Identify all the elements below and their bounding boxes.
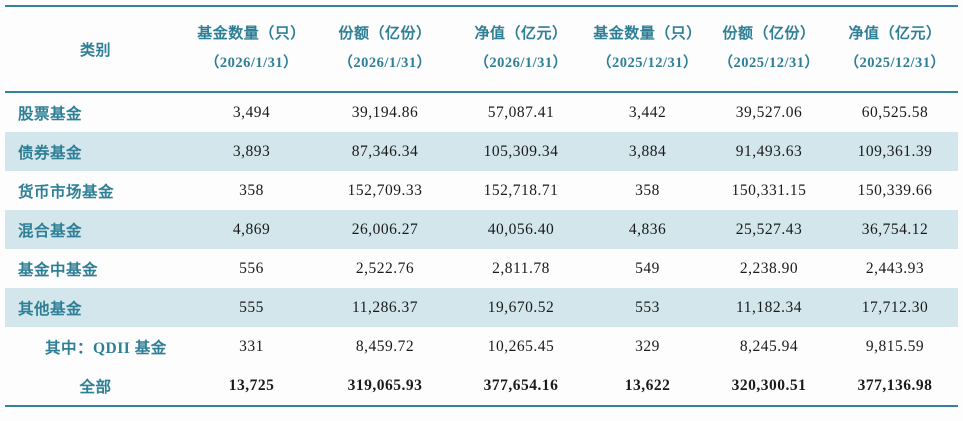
row-money-market-funds: 货币市场基金 358 152,709.33 152,718.71 358 150… — [5, 171, 958, 210]
row-hybrid-funds: 混合基金 4,869 26,006.27 40,056.40 4,836 25,… — [5, 210, 958, 249]
value-cell: 150,339.66 — [857, 181, 933, 199]
value-cell: 10,265.45 — [487, 337, 555, 355]
header-label: 净值（亿元） — [848, 25, 942, 42]
value-cell: 3,884 — [589, 132, 706, 171]
value-cell: 36,754.12 — [832, 210, 958, 249]
fund-statistics-table-wrap: 类别 基金数量（只） （2026/1/31） 份额（亿份） （2026/1/31… — [5, 5, 958, 407]
value-cell: 2,238.90 — [739, 259, 799, 277]
header-category-label: 类别 — [79, 42, 111, 59]
table-header: 类别 基金数量（只） （2026/1/31） 份额（亿份） （2026/1/31… — [5, 6, 958, 93]
header-date: （2025/12/31） — [844, 55, 946, 72]
value-cell: 26,006.27 — [317, 210, 453, 249]
value-cell: 152,709.33 — [347, 181, 423, 199]
value-cell: 8,245.94 — [739, 337, 799, 355]
value-cell: 109,361.39 — [832, 132, 958, 171]
header-nav-2026: 净值（亿元） （2026/1/31） — [453, 6, 589, 93]
header-label: 净值（亿元） — [474, 25, 568, 42]
value-cell: 91,493.63 — [706, 132, 832, 171]
value-cell: 150,331.15 — [731, 181, 807, 199]
value-cell: 3,494 — [232, 103, 271, 121]
value-cell: 3,893 — [186, 132, 317, 171]
value-cell: 377,136.98 — [857, 376, 933, 394]
value-cell: 9,815.59 — [865, 337, 925, 355]
value-cell: 39,194.86 — [351, 103, 419, 121]
header-date: （2025/12/31） — [596, 55, 699, 72]
category-cell: 货币市场基金 — [18, 183, 115, 201]
category-cell: 其中：QDII 基金 — [45, 339, 167, 357]
value-cell: 19,670.52 — [453, 288, 589, 327]
value-cell: 331 — [239, 337, 264, 355]
value-cell: 320,300.51 — [731, 376, 807, 394]
value-cell: 11,286.37 — [317, 288, 453, 327]
row-qdii-funds: 其中：QDII 基金 331 8,459.72 10,265.45 329 8,… — [5, 327, 958, 366]
header-date: （2025/12/31） — [718, 55, 820, 72]
category-cell: 债券基金 — [5, 132, 186, 171]
value-cell: 329 — [635, 337, 660, 355]
value-cell: 4,869 — [186, 210, 317, 249]
value-cell: 358 — [635, 181, 660, 199]
table-body: 股票基金 3,494 39,194.86 57,087.41 3,442 39,… — [5, 92, 958, 406]
header-fund-count-2026: 基金数量（只） （2026/1/31） — [186, 6, 317, 93]
value-cell: 555 — [186, 288, 317, 327]
header-shares-2026: 份额（亿份） （2026/1/31） — [317, 6, 453, 93]
row-fund-of-funds: 基金中基金 556 2,522.76 2,811.78 549 2,238.90… — [5, 249, 958, 288]
header-label: 份额（亿份） — [338, 25, 432, 42]
category-cell: 股票基金 — [18, 105, 83, 123]
header-fund-count-2025: 基金数量（只） （2025/12/31） — [589, 6, 706, 93]
category-cell: 其他基金 — [5, 288, 186, 327]
value-cell: 60,525.58 — [861, 103, 929, 121]
value-cell: 2,522.76 — [355, 259, 415, 277]
value-cell: 3,442 — [628, 103, 667, 121]
value-cell: 377,654.16 — [483, 376, 559, 394]
value-cell: 40,056.40 — [453, 210, 589, 249]
value-cell: 152,718.71 — [483, 181, 559, 199]
value-cell: 358 — [239, 181, 264, 199]
header-date: （2026/1/31） — [474, 55, 568, 72]
header-shares-2025: 份额（亿份） （2025/12/31） — [706, 6, 832, 93]
value-cell: 13,622 — [624, 376, 671, 394]
value-cell: 17,712.30 — [832, 288, 958, 327]
value-cell: 556 — [239, 259, 264, 277]
header-category: 类别 — [5, 6, 186, 93]
header-date: （2026/1/31） — [204, 55, 299, 72]
header-date: （2026/1/31） — [338, 55, 432, 72]
category-cell: 基金中基金 — [18, 261, 99, 279]
value-cell: 4,836 — [589, 210, 706, 249]
fund-statistics-table: 类别 基金数量（只） （2026/1/31） 份额（亿份） （2026/1/31… — [5, 5, 958, 407]
value-cell: 8,459.72 — [355, 337, 415, 355]
value-cell: 105,309.34 — [453, 132, 589, 171]
value-cell: 319,065.93 — [347, 376, 423, 394]
value-cell: 2,811.78 — [492, 259, 550, 277]
header-nav-2025: 净值（亿元） （2025/12/31） — [832, 6, 958, 93]
value-cell: 553 — [589, 288, 706, 327]
value-cell: 13,725 — [228, 376, 275, 394]
header-label: 基金数量（只） — [197, 25, 306, 42]
row-other-funds: 其他基金 555 11,286.37 19,670.52 553 11,182.… — [5, 288, 958, 327]
value-cell: 25,527.43 — [706, 210, 832, 249]
value-cell: 549 — [635, 259, 660, 277]
value-cell: 57,087.41 — [487, 103, 555, 121]
header-label: 基金数量（只） — [593, 25, 702, 42]
row-bond-funds: 债券基金 3,893 87,346.34 105,309.34 3,884 91… — [5, 132, 958, 171]
value-cell: 87,346.34 — [317, 132, 453, 171]
value-cell: 39,527.06 — [735, 103, 803, 121]
category-cell: 混合基金 — [5, 210, 186, 249]
value-cell: 2,443.93 — [865, 259, 925, 277]
row-total: 全部 13,725 319,065.93 377,654.16 13,622 3… — [5, 366, 958, 406]
row-stock-funds: 股票基金 3,494 39,194.86 57,087.41 3,442 39,… — [5, 92, 958, 132]
value-cell: 11,182.34 — [706, 288, 832, 327]
header-label: 份额（亿份） — [722, 25, 816, 42]
category-cell: 全部 — [79, 378, 112, 396]
